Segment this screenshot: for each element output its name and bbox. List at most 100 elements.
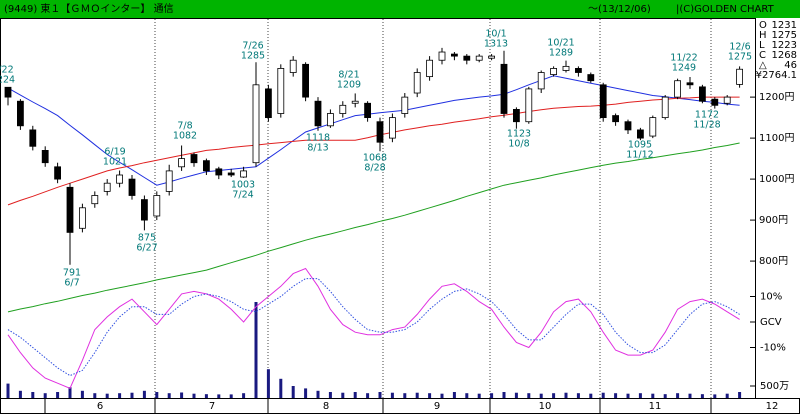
price-annotation: 1082 <box>173 131 197 142</box>
price-annotation: 1172 <box>695 110 719 121</box>
price-annotation: 791 <box>63 268 81 279</box>
price-annotation: 1068 <box>363 153 387 164</box>
price-annotation: 1289 <box>549 48 573 59</box>
y-tick-label: 900円 <box>759 215 788 226</box>
price-annotation: 8/28 <box>364 163 385 174</box>
volume-bar <box>242 393 246 398</box>
volume-bar <box>415 392 419 398</box>
price-annotation: 224 <box>0 75 15 86</box>
candle-body <box>66 186 74 233</box>
volume-bar <box>279 378 283 398</box>
volume-bar <box>217 394 221 398</box>
price-annotation: 11/28 <box>693 120 720 131</box>
month-label: 11 <box>649 401 662 412</box>
candle-body <box>463 55 471 61</box>
candle-body <box>500 63 508 114</box>
candle-body <box>16 100 24 127</box>
volume-bar <box>254 302 258 398</box>
price-annotation: 10/21 <box>547 38 574 49</box>
candle-body <box>575 68 582 73</box>
candle-body <box>413 72 421 94</box>
candle-body <box>525 88 533 123</box>
summary-note: ¥2764.1 <box>756 70 797 81</box>
plot-border <box>0 18 756 399</box>
candle-body <box>674 80 681 98</box>
moving-average-line <box>7 96 740 206</box>
candle-body <box>277 68 285 114</box>
volume-bar <box>266 369 270 398</box>
candle-body <box>438 51 446 61</box>
price-annotation: 11/22 <box>670 53 697 64</box>
volume-bar <box>204 394 208 398</box>
candle-body <box>450 53 458 57</box>
candle-body <box>215 168 223 176</box>
candle-body <box>475 55 483 61</box>
candle-body <box>537 72 545 90</box>
volume-bar <box>564 392 568 398</box>
volume-bar <box>105 393 109 398</box>
candle-body <box>264 88 272 119</box>
candle-body <box>699 86 706 102</box>
volume-bar <box>118 393 122 398</box>
volume-bar <box>614 393 618 398</box>
price-annotation: 11/12 <box>626 150 653 161</box>
candle-body <box>302 63 310 98</box>
candle-body <box>41 150 49 164</box>
price-annotation: 1123 <box>507 129 531 140</box>
volume-bar <box>601 392 605 398</box>
volume-bar <box>316 390 320 398</box>
volume-bar <box>676 393 680 398</box>
volume-bar <box>576 393 580 398</box>
candle-body <box>165 170 173 192</box>
volume-bar <box>192 393 196 398</box>
candle-body <box>550 68 557 75</box>
candle-body <box>661 96 669 119</box>
volume-bar <box>688 393 692 398</box>
candle-body <box>736 68 743 85</box>
candle-body <box>339 104 347 114</box>
volume-bar <box>304 388 308 398</box>
summary-label: C <box>759 50 766 61</box>
volume-bar <box>167 393 171 398</box>
date-axis <box>0 398 800 414</box>
candle-body <box>4 86 12 98</box>
volume-bar <box>353 392 357 398</box>
volume-bar <box>527 393 531 398</box>
candle-body <box>351 100 359 104</box>
candle-body <box>140 199 148 221</box>
price-annotation: 6/27 <box>136 243 157 254</box>
candle-body <box>711 98 719 106</box>
summary-value: 1231 <box>772 20 797 31</box>
candle-body <box>686 82 694 86</box>
candle-body <box>79 207 86 229</box>
month-label: 8 <box>323 401 329 412</box>
volume-bar <box>713 394 717 398</box>
volume-bar <box>56 392 60 398</box>
candle-body <box>562 65 570 71</box>
candle-body <box>178 158 186 168</box>
summary-value: 46 <box>784 60 797 71</box>
volume-bar <box>229 394 233 398</box>
volume-bar <box>428 393 432 398</box>
volume-bar <box>18 390 22 398</box>
price-annotation: 1285 <box>241 51 265 62</box>
volume-bar <box>68 387 72 398</box>
candle-body <box>426 59 434 78</box>
price-annotation: 6/7 <box>64 278 79 289</box>
y-tick-label: 1200円 <box>759 92 794 103</box>
price-annotation: 12/6 <box>729 42 750 53</box>
price-annotation: 8/13 <box>307 143 328 154</box>
summary-label: O <box>759 20 767 31</box>
price-annotation: 8/21 <box>338 70 359 81</box>
candle-body <box>649 117 657 137</box>
candle-body <box>227 172 235 176</box>
candle-body <box>624 121 632 131</box>
volume-bar <box>93 393 97 398</box>
volume-bar <box>142 390 146 398</box>
candle-body <box>29 129 37 147</box>
candle-body <box>252 84 260 164</box>
volume-bar <box>663 394 667 398</box>
volume-bar <box>539 393 543 398</box>
summary-label: △ <box>759 60 767 71</box>
